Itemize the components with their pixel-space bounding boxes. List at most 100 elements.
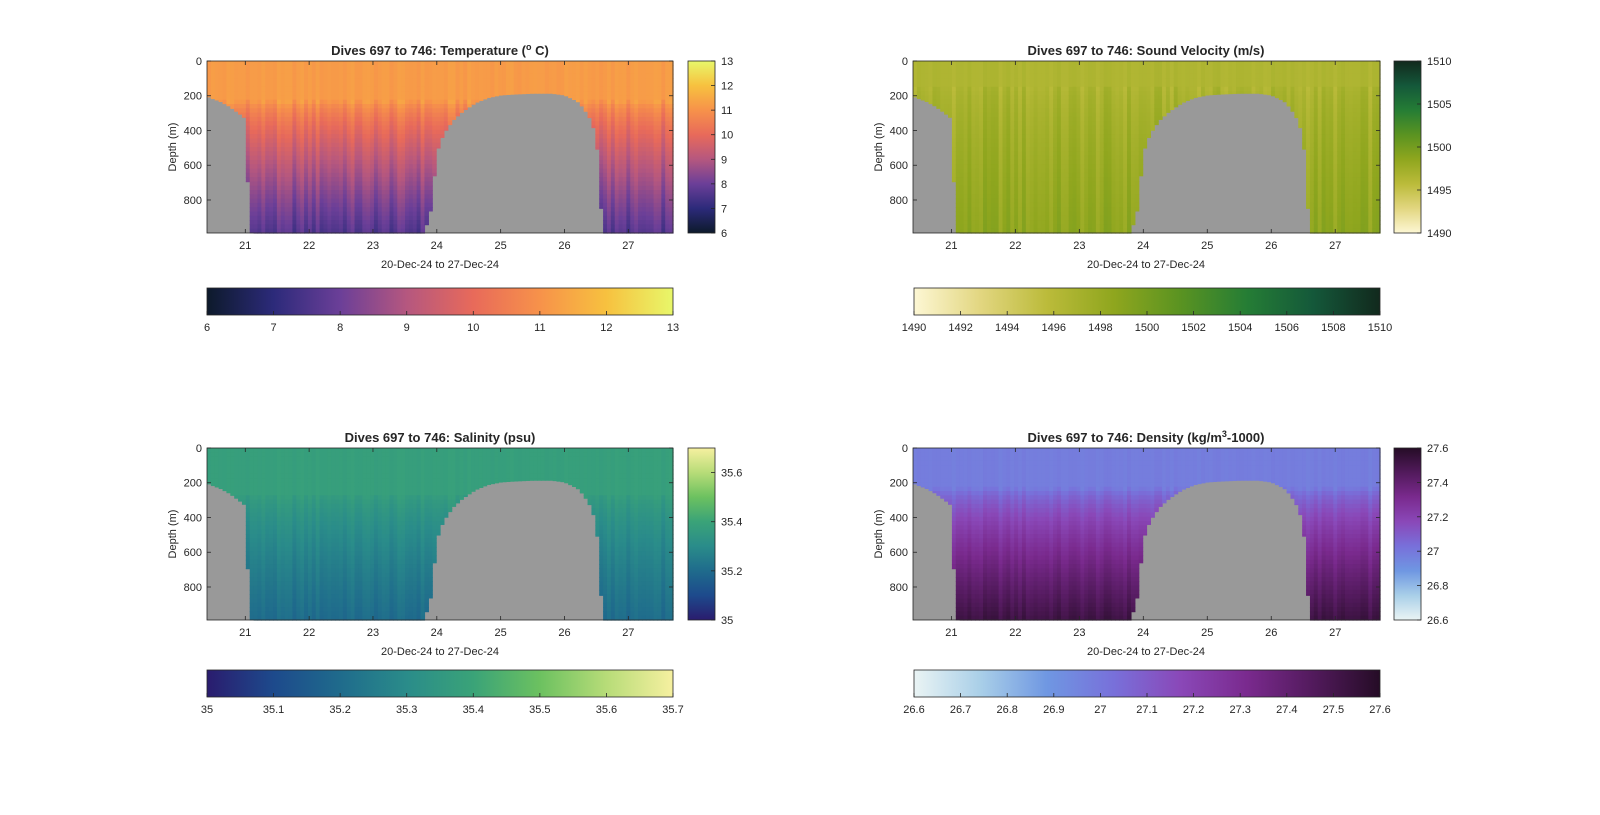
heatmap-cell — [408, 125, 414, 131]
heatmap-cell — [603, 65, 608, 71]
heatmap-cell — [529, 73, 534, 79]
heatmap-cell — [630, 104, 635, 109]
heatmap-cell — [645, 194, 651, 200]
heatmap-cell — [994, 164, 1000, 170]
heatmap-cell — [273, 86, 278, 92]
heatmap-cell — [1002, 65, 1007, 71]
heatmap-cell — [304, 215, 309, 221]
heatmap-cell — [381, 181, 387, 187]
heatmap-cell — [1092, 82, 1097, 88]
heatmap-cell — [967, 138, 972, 144]
heatmap-cell — [300, 125, 305, 131]
heatmap-cell — [994, 121, 1000, 127]
heatmap-cell — [951, 108, 957, 114]
heatmap-cell — [261, 99, 266, 105]
heatmap-cell — [311, 61, 317, 66]
heatmap-cell — [967, 155, 972, 161]
heatmap-cell — [381, 228, 387, 234]
heatmap-cell — [269, 125, 274, 131]
heatmap-cell — [323, 99, 328, 105]
heatmap-cell — [1072, 194, 1078, 200]
heatmap-cell — [280, 112, 286, 118]
heatmap-cell — [412, 73, 418, 79]
heatmap-cell — [241, 112, 247, 118]
heatmap-cell — [990, 220, 996, 225]
heatmap-cell — [377, 172, 383, 178]
heatmap-cell — [346, 159, 352, 165]
heatmap-cell — [405, 177, 410, 182]
heatmap-cell — [1064, 138, 1070, 144]
heatmap-cell — [603, 164, 608, 170]
heatmap-cell — [1068, 172, 1074, 178]
heatmap-cell — [261, 86, 266, 92]
heatmap-cell — [661, 215, 666, 221]
heatmap-cell — [1010, 65, 1015, 71]
heatmap-cell — [358, 159, 363, 165]
heatmap-cell — [1010, 185, 1015, 191]
heatmap-cell — [979, 215, 984, 221]
heatmap-cell — [998, 155, 1004, 161]
heatmap-cell — [1021, 190, 1027, 195]
heatmap-cell — [963, 61, 969, 66]
heatmap-cell — [393, 207, 398, 213]
heatmap-cell — [370, 151, 375, 157]
heatmap-cell — [1037, 215, 1043, 221]
heatmap-cell — [284, 185, 290, 191]
heatmap-cell — [373, 211, 379, 217]
heatmap-cell — [401, 168, 406, 174]
heatmap-cell — [618, 228, 624, 234]
heatmap-cell — [370, 86, 375, 92]
heatmap-cell — [1084, 155, 1089, 161]
heatmap-cell — [342, 99, 348, 105]
heatmap-cell — [300, 95, 305, 101]
heatmap-cell — [354, 228, 360, 234]
heatmap-cell — [315, 121, 321, 127]
heatmap-cell — [638, 138, 643, 144]
heatmap-cell — [385, 220, 391, 225]
heatmap-cell — [292, 164, 297, 170]
heatmap-cell — [307, 228, 313, 234]
heatmap-cell — [1029, 82, 1035, 88]
heatmap-cell — [1037, 82, 1043, 88]
heatmap-cell — [1068, 108, 1074, 114]
heatmap-cell — [280, 155, 286, 161]
heatmap-cell — [288, 65, 294, 71]
heatmap-cell — [1088, 211, 1093, 217]
heatmap-cell — [1006, 142, 1011, 148]
heatmap-cell — [1033, 142, 1039, 148]
heatmap-cell — [288, 112, 294, 118]
heatmap-cell — [339, 207, 344, 213]
heatmap-cell — [618, 134, 624, 139]
heatmap-cell — [269, 155, 274, 161]
heatmap-cell — [959, 168, 965, 174]
heatmap-cell — [401, 198, 406, 204]
heatmap-cell — [1053, 78, 1058, 84]
heatmap-cell — [1084, 202, 1089, 208]
heatmap-cell — [304, 104, 309, 109]
heatmap-cell — [1068, 164, 1074, 170]
heatmap-cell — [1002, 86, 1007, 92]
heatmap-cell — [1018, 82, 1023, 88]
x-axis-label: 20-Dec-24 to 27-Dec-24 — [381, 259, 499, 271]
heatmap-cell — [296, 73, 301, 79]
heatmap-cell — [416, 125, 422, 131]
heatmap-cell — [645, 190, 651, 195]
heatmap-cell — [377, 181, 383, 187]
heatmap-cell — [1053, 147, 1058, 152]
heatmap-cell — [1014, 108, 1019, 114]
heatmap-cell — [657, 112, 662, 118]
heatmap-cell — [307, 224, 313, 230]
heatmap-cell — [498, 82, 503, 88]
heatmap-cell — [397, 116, 402, 122]
heatmap-cell — [622, 202, 627, 208]
heatmap-cell — [951, 151, 957, 157]
heatmap-cell — [979, 142, 984, 148]
heatmap-cell — [323, 65, 328, 71]
heatmap-cell — [653, 159, 659, 165]
heatmap-cell — [1006, 138, 1011, 144]
heatmap-cell — [381, 73, 387, 79]
heatmap-cell — [420, 65, 426, 71]
heatmap-cell — [936, 99, 941, 105]
heatmap-cell — [583, 78, 589, 84]
heatmap-cell — [249, 194, 255, 200]
